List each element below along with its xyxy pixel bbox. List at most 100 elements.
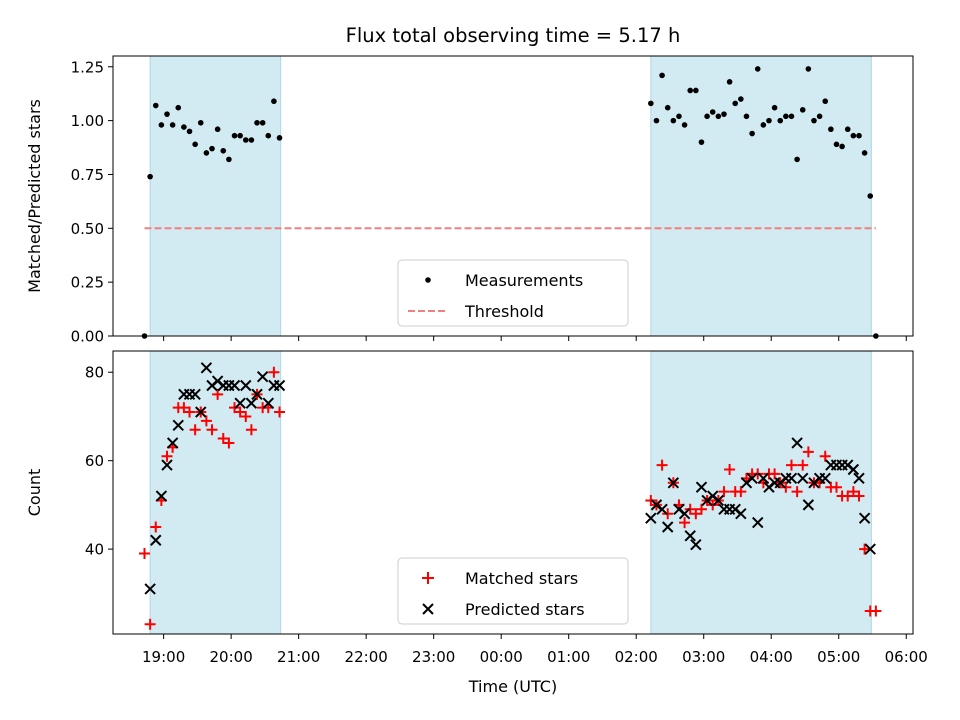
shaded-interval (650, 55, 872, 337)
matched-star-point (274, 406, 286, 418)
predicted-star-point (245, 397, 258, 409)
measurement-point (754, 66, 761, 72)
bottom-x-ticks: 19:00 20:00 21:00 22:00 23:00 00:00 01:00 02:00… (142, 634, 928, 666)
measurement-point (794, 156, 800, 163)
measurement-point (799, 107, 806, 113)
shaded-interval (149, 350, 282, 635)
measurement-point (259, 119, 266, 126)
measurement-point (271, 98, 277, 105)
predicted-star-point (791, 437, 803, 449)
measurement-point (670, 117, 677, 124)
matched-star-point (206, 424, 218, 436)
measurement-point (186, 128, 193, 135)
measurement-point (265, 132, 272, 139)
matched-star-point (679, 517, 691, 529)
matched-star-point (234, 406, 246, 418)
predicted-star-point (228, 379, 241, 392)
y-tick-label: 0.00 (71, 328, 104, 346)
matched-star-point (718, 486, 730, 498)
matched-star-point (735, 486, 747, 498)
x-tick-label: 06:00 (885, 648, 928, 666)
legend-label: Threshold (464, 302, 544, 321)
matched-star-point (200, 415, 212, 427)
measurement-point (175, 104, 182, 111)
predicted-star-point (690, 538, 702, 551)
measurement-point (777, 117, 784, 124)
x-tick-label: 21:00 (277, 648, 320, 666)
predicted-star-point (853, 472, 865, 485)
measurement-point (276, 135, 283, 141)
x-tick-label: 05:00 (817, 648, 860, 666)
predicted-star-point (172, 419, 184, 431)
matched-star-point (707, 499, 719, 511)
predicted-star-point (695, 481, 708, 493)
matched-star-point (695, 503, 707, 515)
matched-star-point (161, 450, 173, 462)
predicted-star-point (864, 543, 876, 555)
matched-star-point (769, 468, 781, 480)
measurement-point (209, 145, 215, 152)
matched-star-point (268, 366, 280, 378)
measurement-point (676, 113, 682, 120)
x-tick-label: 03:00 (682, 648, 725, 666)
matched-star-point (690, 508, 702, 520)
y-tick-label: 80 (85, 364, 104, 382)
matched-star-point (791, 486, 803, 498)
predicted-star-point (746, 472, 758, 485)
measurement-point (828, 126, 834, 133)
measurement-point (248, 137, 255, 143)
measurement-point (192, 141, 198, 148)
predicted-star-point (155, 490, 168, 502)
matched-star-point (684, 503, 696, 515)
x-tick-label: 02:00 (615, 648, 658, 666)
matched-star-point (245, 424, 257, 436)
matched-star-point (178, 402, 190, 414)
predicted-star-point (757, 472, 770, 485)
y-tick-label: 1.00 (71, 112, 104, 130)
predicted-star-point (256, 370, 269, 383)
y-tick-label: 40 (85, 541, 104, 559)
measurement-point (242, 137, 249, 143)
predicted-star-point (735, 508, 747, 520)
measurement-point (203, 150, 210, 156)
y-tick-label: 0.75 (71, 166, 104, 184)
measurement-point (833, 141, 840, 148)
legend-label: Measurements (465, 271, 583, 290)
top-panel: 0.00 0.25 0.50 0.75 1.00 1.25 Matched/Predict… (25, 55, 914, 346)
measurement-point (805, 66, 812, 72)
measurement-point (653, 117, 660, 124)
top-y-ticks: 0.00 0.25 0.50 0.75 1.00 1.25 (71, 58, 113, 346)
x-tick-label: 04:00 (750, 648, 793, 666)
matched-star-point (724, 464, 736, 476)
measurement-point (732, 100, 739, 107)
predicted-star-point (656, 503, 668, 516)
measurement-point (226, 156, 232, 163)
legend-label: Predicted stars (465, 600, 585, 619)
matched-star-point (752, 468, 764, 480)
matched-star-point (842, 490, 854, 502)
bottom-shaded-intervals (149, 350, 872, 635)
predicted-star-point (684, 530, 696, 542)
matched-star-point (859, 543, 871, 555)
bottom-panel: 40 60 80 19:00 20:00 21:00 22:00 23:00 00:00 01:… (25, 350, 928, 696)
measurement-point (681, 122, 688, 128)
measurement-point (704, 113, 710, 120)
x-tick-label: 00:00 (480, 648, 523, 666)
matched-star-point (853, 490, 865, 502)
measurement-point (659, 72, 665, 79)
x-tick-label: 22:00 (345, 648, 388, 666)
matched-star-point (212, 388, 224, 400)
measurement-point (816, 113, 823, 120)
measurement-point (169, 122, 176, 128)
measurement-point (743, 113, 750, 120)
measurement-point (760, 122, 767, 128)
legend-box (397, 259, 629, 327)
measurement-point (726, 79, 733, 85)
measurement-point (771, 104, 778, 111)
top-y-axis-label: Matched/Predicted stars (25, 99, 44, 293)
matched-star-point (240, 410, 252, 422)
top-x-ticks (163, 336, 907, 341)
legend-label: Matched stars (465, 569, 578, 588)
matched-star-point (830, 481, 842, 493)
